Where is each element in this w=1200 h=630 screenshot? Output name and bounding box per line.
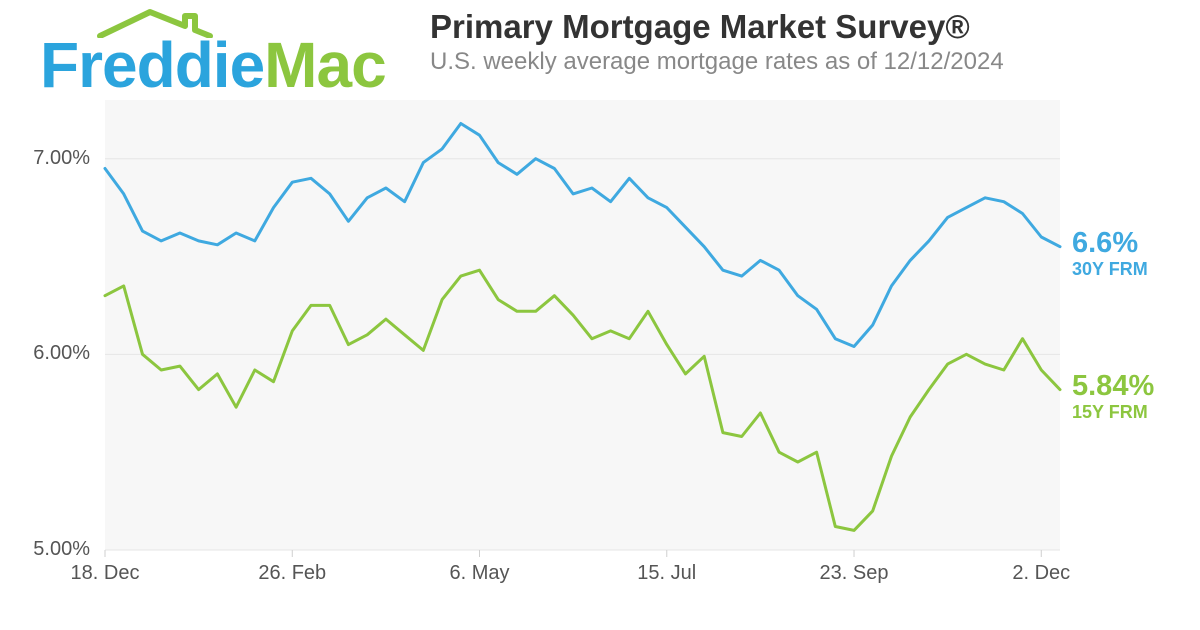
chart-subtitle: U.S. weekly average mortgage rates as of… (430, 48, 1004, 76)
chart-container: 5.00% 6.00% 7.00% 18. Dec 26. Feb 6. May 15. … (0, 100, 1200, 630)
title-block: Primary Mortgage Market Survey® U.S. wee… (430, 8, 1004, 76)
x-tick-label: 2. Dec (1012, 562, 1070, 585)
y-tick-label: 7.00% (0, 147, 90, 170)
x-tick-label: 6. May (449, 562, 509, 585)
y-tick-label: 6.00% (0, 342, 90, 365)
x-tick-label: 23. Sep (820, 562, 889, 585)
logo-word-mac: Mac (264, 29, 386, 101)
series-end-label: 5.84% 15Y FRM (1072, 372, 1154, 421)
x-tick-label: 15. Jul (637, 562, 696, 585)
x-tick-label: 26. Feb (258, 562, 326, 585)
y-tick-label: 5.00% (0, 538, 90, 561)
series-end-term: 30Y FRM (1072, 260, 1148, 278)
freddie-mac-logo: FreddieMac (20, 10, 410, 100)
page-root: FreddieMac Primary Mortgage Market Surve… (0, 0, 1200, 630)
chart-title: Primary Mortgage Market Survey® (430, 8, 1004, 46)
logo-word-freddie: Freddie (40, 29, 264, 101)
series-end-rate: 5.84% (1072, 372, 1154, 401)
series-end-rate: 6.6% (1072, 229, 1148, 258)
logo-text: FreddieMac (40, 28, 386, 102)
x-tick-label: 18. Dec (71, 562, 140, 585)
line-chart (0, 100, 1200, 630)
series-end-term: 15Y FRM (1072, 403, 1154, 421)
series-end-label: 6.6% 30Y FRM (1072, 229, 1148, 278)
